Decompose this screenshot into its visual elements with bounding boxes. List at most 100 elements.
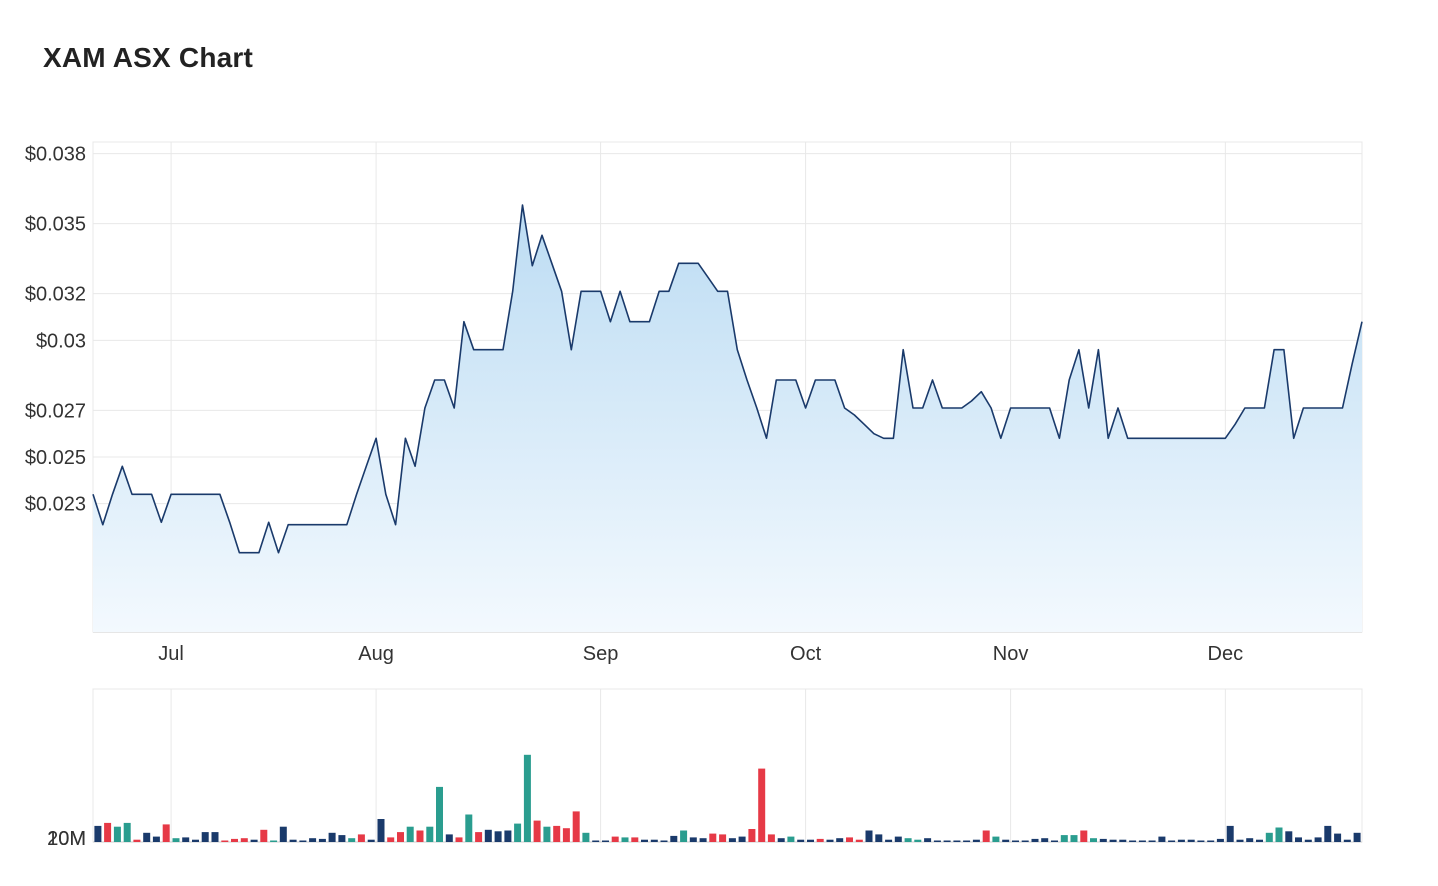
volume-bar xyxy=(123,822,131,842)
volume-bar xyxy=(182,837,190,842)
volume-bar xyxy=(240,838,248,842)
volume-bar xyxy=(192,839,199,842)
volume-bar xyxy=(426,826,434,842)
volume-bar xyxy=(143,832,151,842)
axis-labels: $0.038 $0.035 $0.032 $0.03 $0.027 $0.025 $0.02… xyxy=(25,144,1243,850)
volume-bar xyxy=(1265,832,1273,842)
volume-bar xyxy=(1295,837,1302,842)
volume-bar xyxy=(289,839,297,842)
volume-bar xyxy=(299,840,307,842)
volume-bar xyxy=(719,834,727,842)
volume-bar xyxy=(1187,839,1195,842)
volume-bar xyxy=(1285,831,1293,842)
volume-bar xyxy=(514,823,522,842)
volume-bar xyxy=(270,840,278,842)
volume-y-tick-label: 20M xyxy=(47,828,86,850)
volume-panel-frame xyxy=(92,688,1363,843)
volume-bar xyxy=(484,829,492,842)
volume-bar xyxy=(1041,838,1049,842)
volume-bar xyxy=(455,837,463,842)
volume-bar xyxy=(318,838,326,842)
volume-bar xyxy=(572,811,580,842)
price-y-tick-label: $0.03 xyxy=(36,330,86,352)
volume-bars xyxy=(94,754,1361,842)
volume-bar xyxy=(211,832,219,842)
volume-bar xyxy=(611,836,619,842)
volume-bar xyxy=(562,828,570,842)
volume-bar xyxy=(367,839,375,842)
volume-bar xyxy=(670,835,678,842)
volume-bar xyxy=(152,836,160,842)
volume-bar xyxy=(387,837,395,842)
chart-title: XAM ASX Chart xyxy=(43,42,254,73)
volume-bar xyxy=(231,838,238,842)
volume-bar xyxy=(338,835,346,842)
volume-bar xyxy=(660,840,668,842)
price-line xyxy=(92,204,1363,554)
volume-bar xyxy=(1314,837,1322,842)
volume-bar xyxy=(1002,839,1010,842)
volume-bar xyxy=(797,839,805,842)
volume-bar xyxy=(445,834,453,842)
volume-bar xyxy=(1119,839,1127,842)
volume-bar xyxy=(992,836,1000,842)
volume-bar xyxy=(943,840,951,842)
volume-bar xyxy=(1031,838,1039,842)
volume-grid xyxy=(92,688,1363,843)
volume-bar xyxy=(543,826,551,842)
volume-bar xyxy=(504,830,512,842)
volume-bar xyxy=(94,825,102,842)
volume-y-tick-label: 10M xyxy=(47,828,86,850)
volume-bar xyxy=(475,832,483,842)
volume-bar xyxy=(1207,840,1215,842)
volume-bar xyxy=(650,839,658,842)
volume-bar xyxy=(1109,839,1117,842)
volume-bar xyxy=(377,819,385,842)
volume-bar xyxy=(279,826,287,842)
volume-bar xyxy=(1197,840,1205,842)
volume-bar xyxy=(865,830,873,842)
volume-bar xyxy=(728,838,736,842)
volume-bar xyxy=(250,839,258,842)
volume-bar xyxy=(533,820,541,842)
volume-bar xyxy=(885,839,893,842)
volume-bar xyxy=(846,837,853,842)
volume-bar xyxy=(826,839,834,842)
volume-bar xyxy=(767,834,775,842)
price-y-tick-label: $0.032 xyxy=(25,284,86,306)
volume-bar xyxy=(699,838,707,842)
volume-bar xyxy=(1246,838,1254,842)
volume-bar xyxy=(1216,838,1224,842)
volume-bar xyxy=(582,832,590,842)
volume-bar xyxy=(709,833,717,842)
volume-bar xyxy=(1168,840,1176,842)
x-tick-label: Sep xyxy=(583,643,619,665)
volume-bar xyxy=(221,840,229,842)
volume-bar xyxy=(1226,825,1234,842)
volume-bar xyxy=(777,838,785,842)
volume-bar xyxy=(816,838,824,842)
volume-bar xyxy=(397,832,404,842)
volume-bar xyxy=(680,830,688,842)
volume-bar xyxy=(104,822,112,842)
volume-bar xyxy=(924,838,932,842)
volume-bar xyxy=(1060,835,1068,842)
volume-bar xyxy=(758,768,766,842)
volume-bar xyxy=(1051,840,1058,842)
price-y-tick-label: $0.023 xyxy=(25,494,86,516)
volume-bar xyxy=(201,832,209,842)
volume-bar xyxy=(787,836,795,842)
volume-bar xyxy=(328,832,336,842)
volume-bar xyxy=(894,836,902,842)
volume-bar xyxy=(836,838,844,842)
volume-bar xyxy=(933,840,941,842)
x-tick-label: Oct xyxy=(790,643,822,665)
volume-bar xyxy=(309,838,317,842)
volume-bar xyxy=(1148,840,1156,842)
x-tick-label: Dec xyxy=(1208,643,1244,665)
volume-bar xyxy=(1275,827,1283,842)
volume-bar xyxy=(494,831,502,842)
price-area xyxy=(92,204,1363,632)
price-y-tick-label: $0.038 xyxy=(25,144,86,166)
volume-bar xyxy=(1099,838,1107,842)
